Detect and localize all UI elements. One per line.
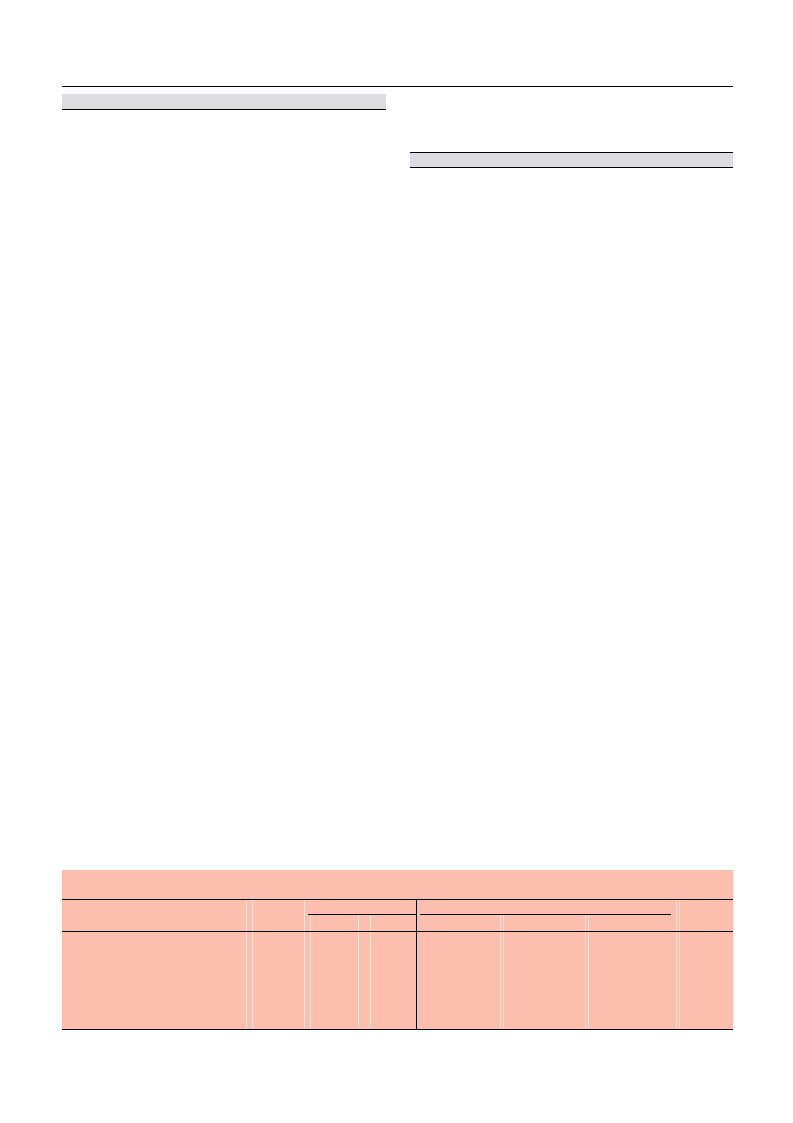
table-background (62, 870, 733, 1029)
table-column-separators (246, 900, 680, 1028)
section-bar-right (410, 153, 733, 167)
section-bar-left (62, 94, 386, 109)
table (62, 870, 733, 1030)
